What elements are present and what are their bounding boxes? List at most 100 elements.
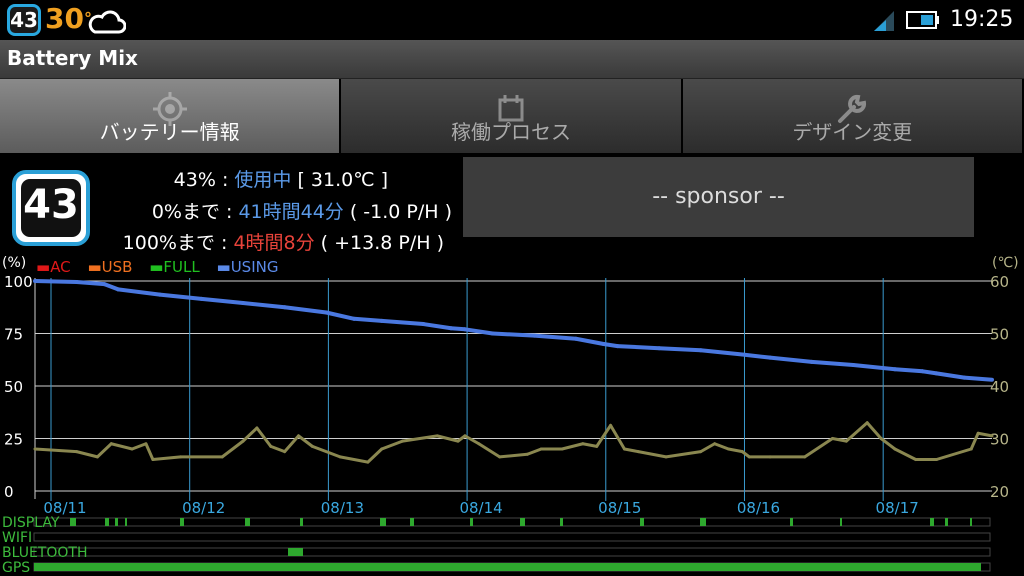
info-full-rate: ( +13.8 P/H ): [314, 232, 444, 254]
info-empty-rate: ( -1.0 P/H ): [343, 201, 452, 223]
activity-track: [33, 532, 991, 542]
temperature-segment: [699, 442, 717, 454]
temperature-segment: [740, 450, 751, 459]
temperature-segment: [831, 437, 848, 443]
temperature-segment: [713, 442, 730, 451]
temperature-segment: [477, 442, 502, 459]
battery-level-segment: [241, 301, 287, 310]
battery-level-segment: [157, 292, 204, 301]
battery-level-segment: [199, 296, 246, 306]
battery-level-segment: [449, 326, 467, 332]
app-title: Battery Mix: [7, 46, 138, 70]
sponsor-banner[interactable]: -- sponsor --: [463, 157, 974, 237]
battery-level-segment: [615, 344, 662, 351]
display-activity-mark: [790, 518, 793, 526]
temperature-segment: [401, 434, 439, 443]
temperature-segment: [726, 447, 744, 454]
battery-level-segment: [116, 287, 162, 297]
x-tick-label: 08/14: [459, 499, 502, 517]
battery-level-segment: [920, 369, 939, 376]
temperature-segment: [456, 434, 467, 443]
temperature-segment: [622, 447, 640, 454]
temperature-segment: [865, 421, 883, 440]
display-activity-mark: [700, 518, 706, 526]
info-empty-prefix: 0%まで :: [151, 201, 239, 223]
legend-full-label: FULL: [163, 258, 200, 276]
wrench-icon: [838, 94, 867, 123]
clock: 19:25: [950, 7, 1014, 32]
display-activity-mark: [180, 518, 184, 526]
temperature-segment: [664, 450, 703, 459]
right-tick-label: 30: [990, 431, 1009, 449]
legend-ac-label: AC: [50, 258, 71, 276]
tab-design-change[interactable]: デザイン変更: [682, 79, 1024, 153]
display-activity-mark: [105, 518, 109, 526]
info-full-time: 4時間8分: [233, 232, 315, 254]
battery-level-segment: [74, 280, 107, 287]
right-tick-label: 60: [990, 273, 1009, 291]
temperature-segment: [463, 434, 481, 446]
activity-track: [33, 517, 991, 527]
temperature-segment: [310, 444, 342, 459]
temperature-segment: [75, 450, 99, 459]
temperature-segment: [151, 455, 183, 461]
left-tick-label: 25: [4, 431, 23, 449]
display-activity-mark: [930, 518, 934, 526]
display-activity-mark: [470, 518, 473, 526]
target-icon: [152, 92, 187, 126]
temperature-segment: [241, 426, 259, 443]
temperature-segment: [269, 444, 287, 454]
tab-running-processes[interactable]: 稼働プロセス: [341, 79, 683, 153]
left-tick-label: 75: [4, 326, 23, 344]
battery-level-segment: [962, 375, 994, 382]
temperature-segment: [283, 434, 301, 454]
activity-track: [33, 562, 991, 572]
temperature-segment: [255, 426, 273, 448]
display-activity-mark: [560, 518, 563, 526]
display-activity-mark: [640, 518, 644, 526]
battery-level-segment: [601, 342, 620, 349]
temperature-segment: [893, 447, 918, 461]
battery-level-large-badge: 43: [12, 170, 90, 246]
temperature-segment: [879, 437, 897, 451]
tab-bar: バッテリー情報 稼働プロセス デザイン変更: [0, 79, 1024, 153]
legend-using-label: USING: [230, 258, 279, 276]
info-status-line: 43% : 使用中 [ 31.0℃ ]: [174, 165, 388, 192]
tab-label: デザイン変更: [792, 120, 913, 144]
temperature-value: 30: [45, 2, 84, 35]
status-bar: 43 30° 19:25: [0, 0, 1024, 40]
left-tick-label: 50: [4, 378, 23, 396]
display-activity-mark: [410, 518, 414, 526]
display-activity-mark: [300, 518, 303, 526]
x-tick-label: 08/12: [182, 499, 225, 517]
tab-battery-info[interactable]: バッテリー情報: [0, 79, 342, 153]
legend-usb: ▬USB: [87, 258, 133, 276]
info-status-prefix: 43% :: [173, 169, 235, 191]
battery-level-segment: [352, 316, 384, 323]
activity-label-bluetooth: BLUETOOTH: [2, 545, 88, 561]
x-tick-label: 08/17: [876, 499, 919, 517]
display-activity-mark: [380, 518, 386, 526]
temperature-segment: [581, 442, 599, 448]
right-axis-unit: (℃): [992, 255, 1019, 271]
temperature-segment: [935, 447, 973, 461]
temperature-segment: [435, 434, 460, 443]
battery-level-segment: [490, 331, 537, 338]
temperature-segment: [844, 421, 869, 443]
signal-strength-icon: [874, 11, 894, 31]
battery-icon: [906, 11, 939, 29]
tab-label: 稼働プロセス: [450, 120, 571, 144]
right-tick-label: 40: [990, 378, 1009, 396]
right-tick-label: 20: [990, 483, 1009, 501]
legend-ac: ▬AC: [36, 258, 71, 276]
temperature-segment: [366, 447, 384, 464]
legend-usb-label: USB: [101, 258, 133, 276]
battery-level-segment: [462, 327, 495, 336]
battery-level-segment: [324, 310, 356, 321]
temperature-segment: [380, 439, 405, 451]
temperature-unit: °: [83, 9, 92, 28]
display-activity-mark: [970, 518, 972, 526]
chart-legend: ▬AC ▬USB ▬FULL ▬USING: [36, 258, 290, 276]
battery-level-segment: [740, 352, 773, 360]
right-tick-label: 50: [990, 326, 1009, 344]
